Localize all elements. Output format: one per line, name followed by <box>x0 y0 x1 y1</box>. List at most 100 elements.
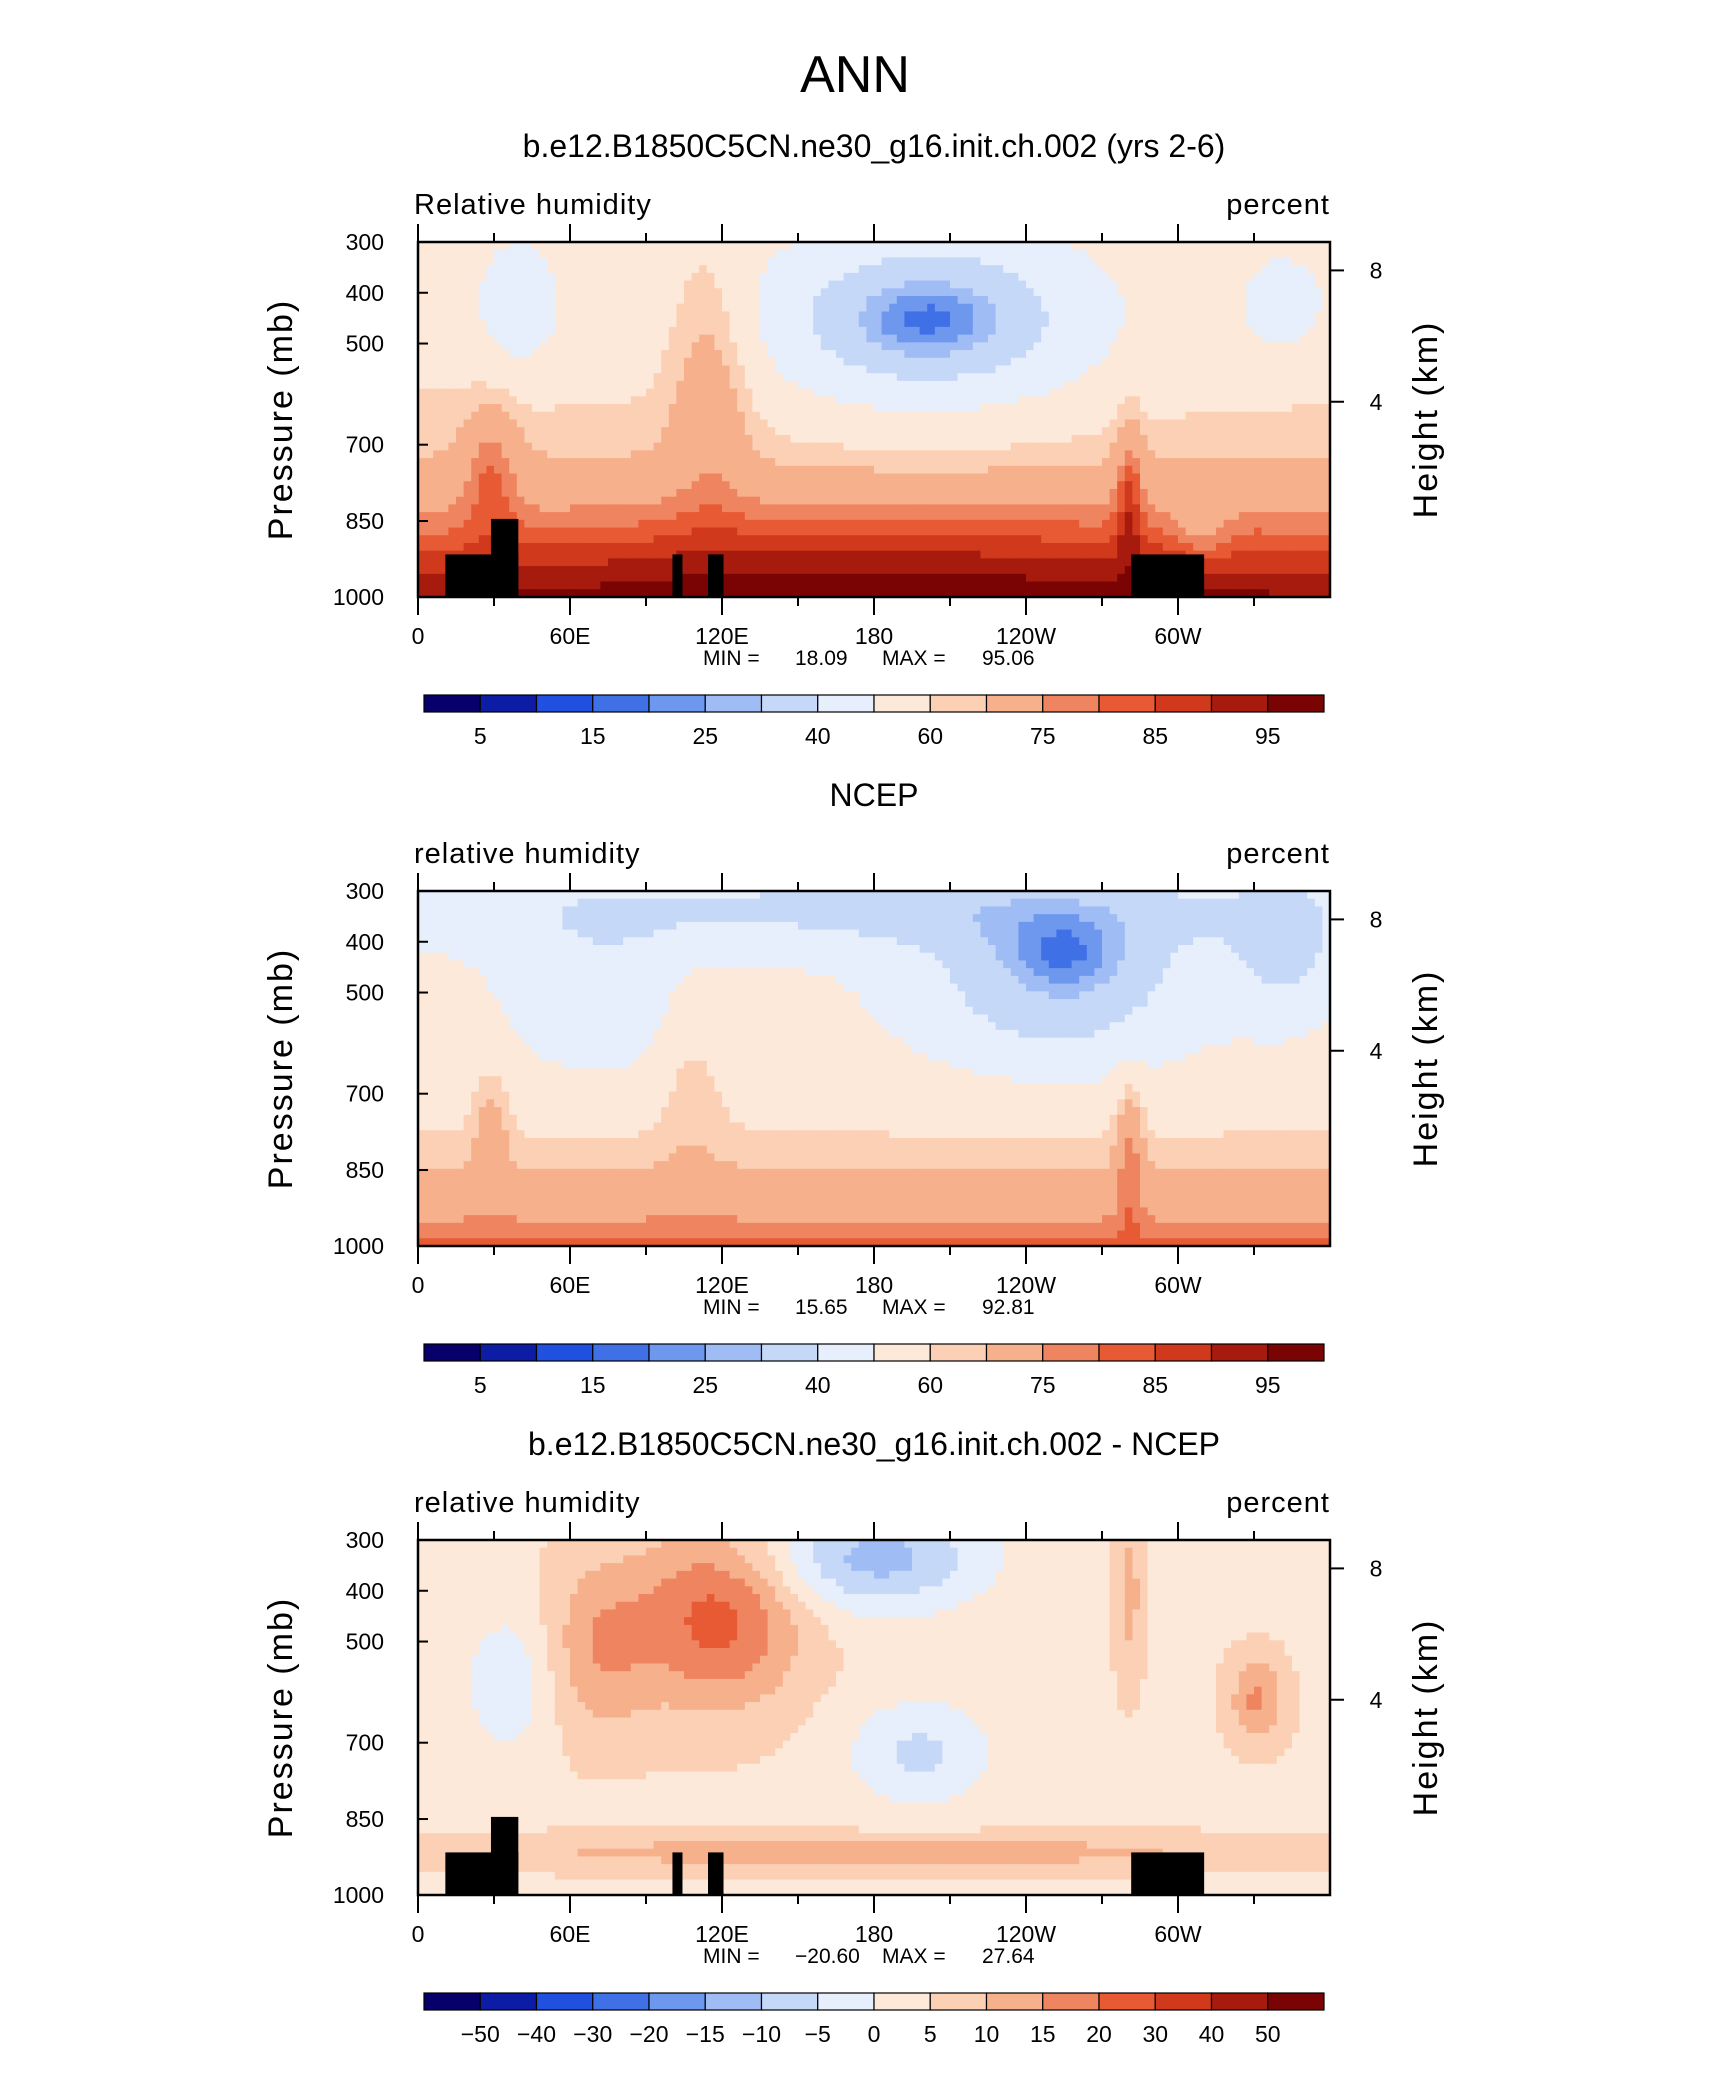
contour-cell <box>1223 242 1232 251</box>
contour-cell <box>440 512 449 521</box>
contour-cell <box>965 434 974 444</box>
contour-cell <box>1117 326 1126 336</box>
contour-cell <box>1071 481 1080 490</box>
contour-cell <box>1200 519 1209 529</box>
contour-cell <box>934 311 943 320</box>
contour-cell <box>676 434 685 444</box>
contour-cell <box>1147 504 1156 513</box>
contour-cell <box>524 296 533 305</box>
contour-cell <box>1185 311 1194 320</box>
contour-cell <box>706 257 715 266</box>
contour-cell <box>608 272 617 282</box>
contour-cell <box>1314 365 1323 374</box>
contour-cell <box>889 272 898 282</box>
contour-cell <box>1254 404 1263 413</box>
contour-cell <box>1079 542 1088 552</box>
contour-cell <box>661 450 670 459</box>
contour-cell <box>1208 303 1217 313</box>
contour-cell <box>866 265 875 274</box>
contour-cell <box>980 303 989 313</box>
contour-cell <box>425 242 434 251</box>
contour-cell <box>1193 504 1202 513</box>
contour-cell <box>790 488 799 498</box>
contour-cell <box>1254 550 1263 560</box>
contour-cell <box>592 311 601 320</box>
contour-cell <box>912 442 921 451</box>
contour-cell <box>691 272 700 282</box>
contour-cell <box>433 527 442 536</box>
contour-cell <box>676 365 685 374</box>
contour-cell <box>790 442 799 451</box>
contour-cell <box>684 411 693 421</box>
contour-cell <box>942 319 951 328</box>
contour-cell <box>851 350 860 359</box>
contour-cell <box>1200 272 1209 282</box>
contour-cell <box>995 319 1004 328</box>
contour-cell <box>836 242 845 251</box>
contour-cell <box>501 465 510 475</box>
contour-cell <box>737 434 746 444</box>
contour-cell <box>615 419 624 428</box>
contour-cell <box>1208 519 1217 529</box>
contour-cell <box>965 458 974 467</box>
contour-cell <box>1307 296 1316 305</box>
contour-cell <box>1269 342 1278 351</box>
contour-cell <box>813 380 822 390</box>
contour-cell <box>722 242 731 251</box>
contour-cell <box>1109 342 1118 351</box>
contour-cell <box>440 496 449 505</box>
contour-cell <box>471 249 480 259</box>
contour-cell <box>418 326 427 336</box>
contour-cell <box>1223 296 1232 305</box>
contour-cell <box>1216 303 1225 313</box>
contour-cell <box>646 303 655 313</box>
contour-cell <box>798 488 807 498</box>
contour-cell <box>463 388 472 397</box>
contour-cell <box>752 288 761 297</box>
contour-cell <box>554 288 563 297</box>
contour-cell <box>1094 288 1103 297</box>
contour-cell <box>1276 504 1285 513</box>
contour-cell <box>1162 434 1171 444</box>
contour-cell <box>836 504 845 513</box>
contour-cell <box>874 288 883 297</box>
contour-cell <box>980 504 989 513</box>
contour-cell <box>737 350 746 359</box>
contour-cell <box>1026 473 1035 482</box>
contour-cell <box>965 519 974 529</box>
contour-cell <box>706 388 715 397</box>
contour-cell <box>494 396 503 405</box>
contour-cell <box>866 411 875 421</box>
contour-cell <box>904 512 913 521</box>
contour-cell <box>851 542 860 552</box>
contour-cell <box>1033 458 1042 467</box>
contour-cell <box>615 350 624 359</box>
contour-cell <box>714 458 723 467</box>
contour-cell <box>653 342 662 351</box>
contour-cell <box>486 319 495 328</box>
contour-cell <box>585 365 594 374</box>
contour-cell <box>828 427 837 436</box>
contour-cell <box>851 519 860 529</box>
contour-cell <box>714 296 723 305</box>
contour-cell <box>1284 265 1293 274</box>
contour-cell <box>1170 535 1179 544</box>
contour-cell <box>691 496 700 505</box>
contour-cell <box>722 481 731 490</box>
contour-cell <box>630 334 639 343</box>
contour-cell <box>912 242 921 251</box>
contour-cell <box>1238 249 1247 259</box>
contour-cell <box>684 558 693 567</box>
contour-cell <box>653 303 662 313</box>
contour-cell <box>615 404 624 413</box>
contour-cell <box>1246 319 1255 328</box>
contour-cell <box>1185 473 1194 482</box>
contour-cell <box>668 342 677 351</box>
contour-cell <box>486 280 495 289</box>
contour-cell <box>1102 542 1111 552</box>
contour-cell <box>744 342 753 351</box>
contour-cell <box>554 473 563 482</box>
contour-cell <box>577 373 586 382</box>
contour-cell <box>919 334 928 343</box>
contour-cell <box>1231 411 1240 421</box>
